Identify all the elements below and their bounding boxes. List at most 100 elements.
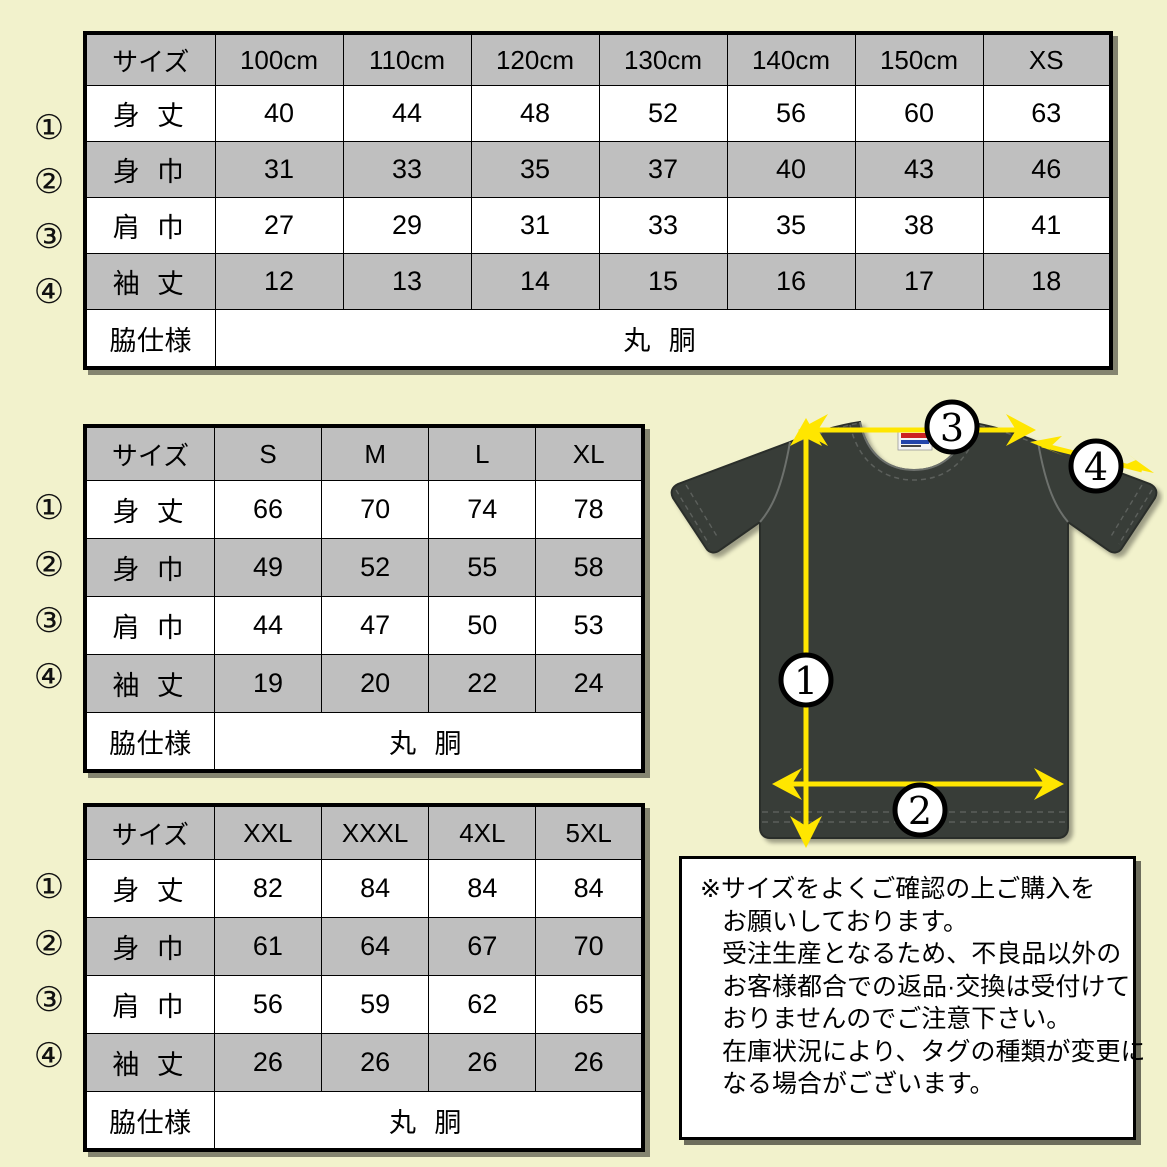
header-cell: 5XL bbox=[535, 804, 644, 860]
data-cell: 46 bbox=[982, 141, 1112, 198]
notice-line: 在庫状況により、タグの種類が変更に bbox=[722, 1037, 1146, 1066]
data-cell: 12 bbox=[214, 253, 344, 310]
data-cell: 52 bbox=[598, 85, 728, 142]
data-cell: 78 bbox=[535, 480, 644, 539]
data-cell: 31 bbox=[470, 197, 600, 254]
table-row: 袖 丈 26 26 26 26 bbox=[84, 1033, 644, 1092]
data-cell: 22 bbox=[428, 654, 537, 713]
data-cell: 56 bbox=[213, 975, 322, 1034]
data-cell: 26 bbox=[535, 1033, 644, 1092]
header-cell: XS bbox=[982, 32, 1112, 86]
header-cell: 130cm bbox=[598, 32, 728, 86]
data-cell: 38 bbox=[854, 197, 984, 254]
data-cell: 70 bbox=[535, 917, 644, 976]
data-cell: 41 bbox=[982, 197, 1112, 254]
data-cell: 20 bbox=[321, 654, 430, 713]
data-cell: 15 bbox=[598, 253, 728, 310]
row-label: 袖 丈 bbox=[84, 654, 215, 713]
row-label: 身 巾 bbox=[84, 141, 216, 198]
row-label: 身 巾 bbox=[84, 538, 215, 597]
header-cell: 150cm bbox=[854, 32, 984, 86]
data-cell: 29 bbox=[342, 197, 472, 254]
row-label: 肩 巾 bbox=[84, 975, 215, 1034]
table-header-row: サイズ XXL XXXL 4XL 5XL bbox=[84, 804, 644, 860]
data-cell: 52 bbox=[321, 538, 430, 597]
data-cell: 48 bbox=[470, 85, 600, 142]
header-cell: S bbox=[213, 425, 323, 481]
data-cell: 55 bbox=[428, 538, 537, 597]
table-row: 身 丈 40 44 48 52 56 60 63 bbox=[84, 85, 1112, 142]
index-marker-2: ② bbox=[33, 162, 65, 202]
table-row: 身 丈 82 84 84 84 bbox=[84, 859, 644, 918]
footer-label: 脇仕様 bbox=[84, 1091, 215, 1151]
data-cell: 53 bbox=[535, 596, 644, 655]
data-cell: 44 bbox=[213, 596, 323, 655]
header-cell: 110cm bbox=[342, 32, 472, 86]
callout-3: 3 bbox=[924, 399, 980, 455]
data-cell: 35 bbox=[470, 141, 600, 198]
table-row: 身 巾 49 52 55 58 bbox=[84, 538, 644, 597]
table-row: 肩 巾 27 29 31 33 35 38 41 bbox=[84, 197, 1112, 254]
notice-line: お願いしております。 bbox=[722, 907, 969, 936]
data-cell: 14 bbox=[470, 253, 600, 310]
table-footer-row: 脇仕様 丸 胴 bbox=[84, 1091, 644, 1151]
tshirt-silhouette bbox=[670, 420, 1158, 839]
data-cell: 40 bbox=[726, 141, 856, 198]
footer-label: 脇仕様 bbox=[84, 309, 216, 369]
row-label: 身 丈 bbox=[84, 859, 215, 918]
data-cell: 33 bbox=[598, 197, 728, 254]
data-cell: 50 bbox=[428, 596, 537, 655]
header-cell-size: サイズ bbox=[84, 425, 215, 481]
data-cell: 58 bbox=[535, 538, 644, 597]
data-cell: 16 bbox=[726, 253, 856, 310]
index-marker-4: ④ bbox=[33, 657, 65, 697]
table-row: 袖 丈 12 13 14 15 16 17 18 bbox=[84, 253, 1112, 310]
header-cell: 140cm bbox=[726, 32, 856, 86]
row-label: 身 丈 bbox=[84, 85, 216, 142]
data-cell: 44 bbox=[342, 85, 472, 142]
index-marker-4: ④ bbox=[33, 1036, 65, 1076]
data-cell: 27 bbox=[214, 197, 344, 254]
data-cell: 65 bbox=[535, 975, 644, 1034]
row-label: 肩 巾 bbox=[84, 197, 216, 254]
data-cell: 64 bbox=[320, 917, 430, 976]
data-cell: 31 bbox=[214, 141, 344, 198]
index-marker-4: ④ bbox=[33, 272, 65, 312]
header-cell: M bbox=[321, 425, 430, 481]
row-label: 肩 巾 bbox=[84, 596, 215, 655]
svg-text:2: 2 bbox=[908, 789, 932, 833]
table-header-row: サイズ 100cm 110cm 120cm 130cm 140cm 150cm … bbox=[84, 32, 1112, 86]
data-cell: 63 bbox=[982, 85, 1112, 142]
arrow-heads bbox=[772, 414, 1154, 848]
size-table-kids: サイズ 100cm 110cm 120cm 130cm 140cm 150cm … bbox=[83, 31, 1113, 370]
data-cell: 47 bbox=[321, 596, 430, 655]
index-marker-1: ① bbox=[33, 108, 65, 148]
data-cell: 82 bbox=[213, 859, 322, 918]
notice-line: 受注生産となるため、不良品以外の bbox=[722, 940, 1122, 968]
data-cell: 26 bbox=[213, 1033, 322, 1092]
data-cell: 35 bbox=[726, 197, 856, 254]
data-cell: 56 bbox=[726, 85, 856, 142]
table-row: 身 巾 31 33 35 37 40 43 46 bbox=[84, 141, 1112, 198]
index-marker-1: ① bbox=[33, 867, 65, 907]
data-cell: 24 bbox=[535, 654, 644, 713]
data-cell: 67 bbox=[428, 917, 537, 976]
table-row: 肩 巾 44 47 50 53 bbox=[84, 596, 644, 655]
data-cell: 19 bbox=[213, 654, 323, 713]
index-marker-3: ③ bbox=[33, 601, 65, 641]
table-row: 肩 巾 56 59 62 65 bbox=[84, 975, 644, 1034]
notice-line: お客様都合での返品·交換は受付けて bbox=[722, 972, 1131, 1001]
footer-value: 丸 胴 bbox=[213, 1091, 644, 1151]
tshirt-measurement-diagram: 1 2 3 4 bbox=[664, 398, 1164, 848]
data-cell: 26 bbox=[428, 1033, 537, 1092]
notice-line: なる場合がございます。 bbox=[722, 1070, 995, 1098]
callout-1: 1 bbox=[778, 652, 834, 708]
index-marker-3: ③ bbox=[33, 980, 65, 1020]
header-cell: L bbox=[428, 425, 537, 481]
data-cell: 59 bbox=[320, 975, 430, 1034]
row-label: 身 丈 bbox=[84, 480, 215, 539]
notice-line: ※サイズをよくご確認の上ご購入を bbox=[700, 875, 1096, 903]
data-cell: 33 bbox=[342, 141, 472, 198]
data-cell: 70 bbox=[321, 480, 430, 539]
table-row: 袖 丈 19 20 22 24 bbox=[84, 654, 644, 713]
